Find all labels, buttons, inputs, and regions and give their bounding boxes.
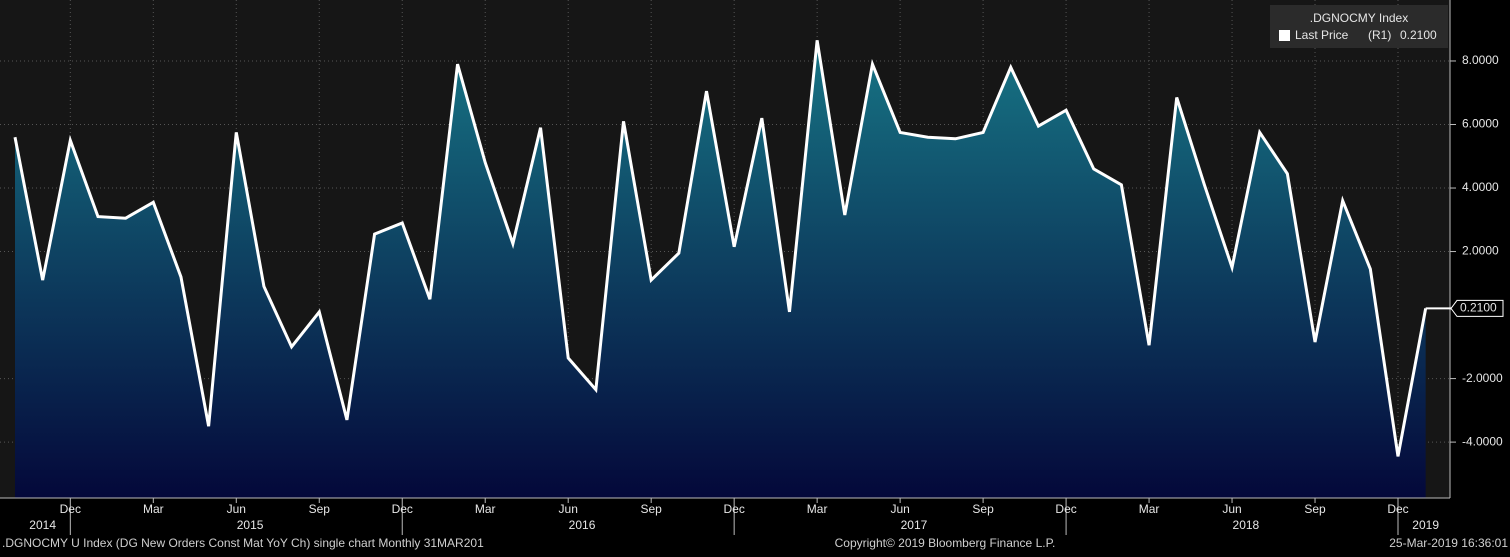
x-tick-label: Sep [641,502,663,516]
legend-axis: (R1) [1368,28,1391,42]
footer-right: 25-Mar-2019 16:36:01 [1389,536,1508,550]
x-tick-label: Dec [1055,502,1076,516]
area [15,40,1426,498]
legend-title: .DGNOCMY Index [1310,11,1408,25]
y-tick-label: -2.0000 [1462,371,1503,385]
x-tick-label: Sep [1304,502,1326,516]
legend [1270,5,1448,48]
year-label: 2019 [1412,518,1439,532]
y-tick-label: 4.0000 [1462,180,1499,194]
x-tick-label: Mar [807,502,828,516]
year-label: 2014 [29,518,56,532]
y-tick-label: 8.0000 [1462,53,1499,67]
x-tick-label: Mar [1139,502,1160,516]
y-tick-label: -4.0000 [1462,434,1503,448]
y-tick-label: 6.0000 [1462,117,1499,131]
year-label: 2018 [1233,518,1260,532]
line [13,40,1428,457]
footer-center: Copyright© 2019 Bloomberg Finance L.P. [835,536,1056,550]
year-label: 2015 [237,518,264,532]
legend-swatch [1279,30,1290,41]
legend-value: 0.2100 [1400,28,1437,42]
x-tick-label: Jun [559,502,578,516]
x-tick-label: Jun [227,502,246,516]
x-tick-label: Sep [309,502,331,516]
y-tick-label: 2.0000 [1462,244,1499,258]
x-tick-label: Mar [475,502,496,516]
x-tick-label: Mar [143,502,164,516]
year-label: 2016 [569,518,596,532]
last-price-tag [1450,299,1504,317]
x-tick-label: Jun [1222,502,1241,516]
last-price-label: 0.2100 [1460,301,1497,315]
legend-entry: Last Price [1295,28,1349,42]
x-tick-label: Dec [392,502,413,516]
x-tick-label: Dec [723,502,744,516]
footer-left: .DGNOCMY U Index (DG New Orders Const Ma… [2,536,484,550]
x-tick-label: Jun [890,502,909,516]
year-label: 2017 [901,518,928,532]
x-tick-label: Dec [60,502,81,516]
x-tick-label: Dec [1387,502,1408,516]
x-tick-label: Sep [972,502,994,516]
